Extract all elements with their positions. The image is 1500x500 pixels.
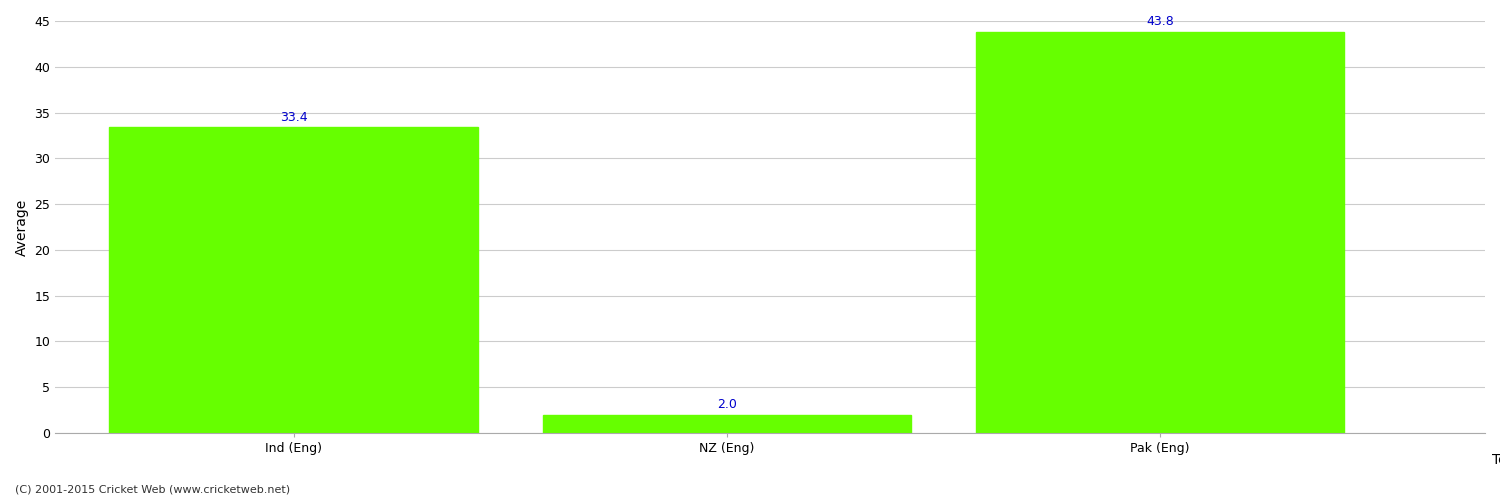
Y-axis label: Average: Average bbox=[15, 198, 28, 256]
Bar bbox=[110, 128, 477, 433]
Text: 2.0: 2.0 bbox=[717, 398, 736, 411]
Text: 33.4: 33.4 bbox=[280, 110, 308, 124]
Bar bbox=[543, 414, 910, 433]
Bar bbox=[976, 32, 1344, 433]
Text: (C) 2001-2015 Cricket Web (www.cricketweb.net): (C) 2001-2015 Cricket Web (www.cricketwe… bbox=[15, 485, 290, 495]
Text: 43.8: 43.8 bbox=[1146, 16, 1174, 28]
Text: Team: Team bbox=[1492, 453, 1500, 467]
